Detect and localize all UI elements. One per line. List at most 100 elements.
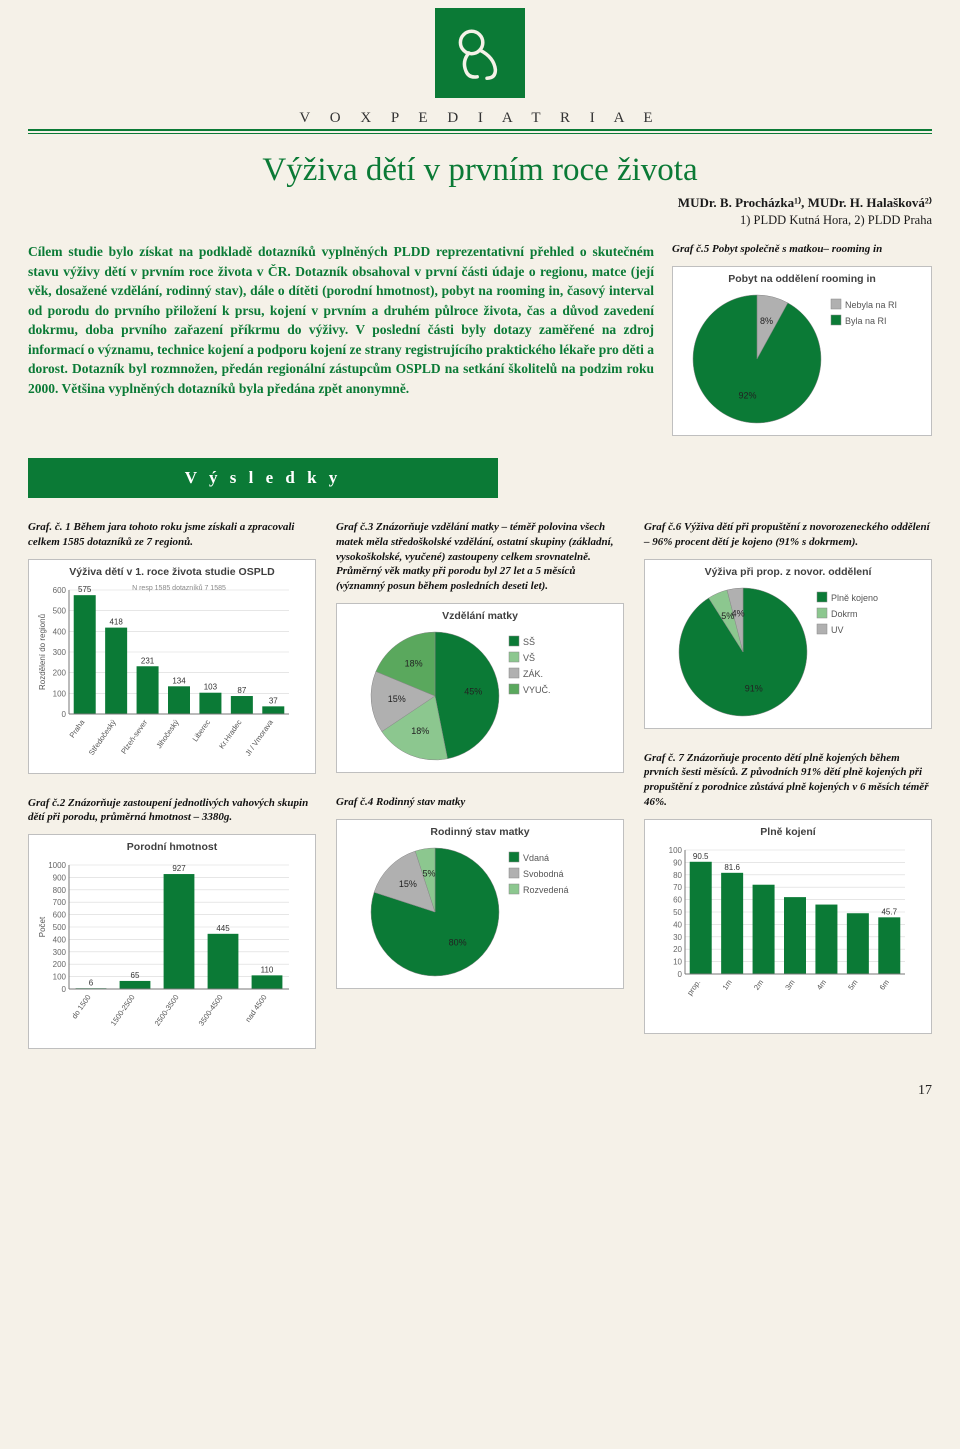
svg-text:500: 500: [53, 606, 67, 615]
chart6-box: Výživa při prop. z novor. oddělení 91%5%…: [644, 559, 932, 729]
chart7-box: Plně kojení 010203040506070809010090.5pr…: [644, 819, 932, 1034]
svg-text:90.5: 90.5: [693, 852, 709, 861]
svg-text:200: 200: [53, 960, 67, 969]
svg-text:Počet: Počet: [38, 916, 47, 937]
svg-text:Vdaná: Vdaná: [523, 853, 549, 863]
svg-text:103: 103: [204, 682, 218, 691]
chart6-pie: 91%5%4%Plně kojenoDokrmUV: [651, 582, 925, 722]
svg-text:45.7: 45.7: [881, 907, 897, 916]
svg-text:100: 100: [669, 846, 683, 855]
svg-text:N resp 1585 dotazníků 7 1585: N resp 1585 dotazníků 7 1585: [132, 584, 226, 592]
svg-text:0: 0: [678, 970, 683, 979]
logo-container: [28, 0, 932, 98]
svg-text:100: 100: [53, 973, 67, 982]
chart1-box: Výživa dětí v 1. roce života studie OSPL…: [28, 559, 316, 774]
svg-text:600: 600: [53, 911, 67, 920]
chart4-pie: 80%15%5%VdanáSvobodnáRozvedená: [343, 842, 617, 982]
svg-text:900: 900: [53, 874, 67, 883]
svg-text:445: 445: [216, 924, 230, 933]
svg-text:Rozvedená: Rozvedená: [523, 885, 569, 895]
chart3-box: Vzdělání matky 45%18%15%18%SŠVŠZÁK.VYUČ.: [336, 603, 624, 773]
svg-text:1000: 1000: [48, 861, 66, 870]
chart3-title: Vzdělání matky: [343, 610, 617, 622]
svg-text:927: 927: [172, 864, 186, 873]
byline: MUDr. B. Procházka¹⁾, MUDr. H. Halašková…: [28, 195, 932, 211]
svg-text:90: 90: [673, 858, 682, 867]
svg-text:91%: 91%: [745, 683, 763, 693]
svg-text:Rozdělení do regionů: Rozdělení do regionů: [38, 614, 47, 690]
svg-text:ZÁK.: ZÁK.: [523, 669, 543, 679]
svg-text:87: 87: [237, 686, 246, 695]
svg-text:300: 300: [53, 648, 67, 657]
chart1-block: Graf. č. 1 Během jara tohoto roku jsme z…: [28, 520, 316, 774]
svg-text:700: 700: [53, 898, 67, 907]
chart7-block: Graf č. 7 Znázorňuje procento dětí plně …: [644, 751, 932, 1034]
chart6-block: Graf č.6 Výživa dětí při propuštění z no…: [644, 520, 932, 729]
svg-text:65: 65: [131, 971, 140, 980]
svg-text:SŠ: SŠ: [523, 637, 535, 647]
chart1-title: Výživa dětí v 1. roce života studie OSPL…: [35, 566, 309, 578]
chart7-bar: 010203040506070809010090.5prop.81.61m2m3…: [651, 842, 925, 1027]
svg-text:30: 30: [673, 933, 682, 942]
svg-text:5%: 5%: [422, 868, 435, 878]
svg-text:231: 231: [141, 656, 155, 665]
svg-text:500: 500: [53, 923, 67, 932]
journal-logo: [435, 8, 525, 98]
svg-text:200: 200: [53, 668, 67, 677]
svg-text:70: 70: [673, 883, 682, 892]
chart2-block: Graf č.2 Znázorňuje zastoupení jednotliv…: [28, 796, 316, 1050]
chart4-box: Rodinný stav matky 80%15%5%VdanáSvobodná…: [336, 819, 624, 989]
svg-text:VŠ: VŠ: [523, 653, 535, 663]
svg-text:80: 80: [673, 871, 682, 880]
chart2-title: Porodní hmotnost: [35, 841, 309, 853]
svg-text:Plně kojeno: Plně kojeno: [831, 593, 878, 603]
chart2-box: Porodní hmotnost 01002003004005006007008…: [28, 834, 316, 1049]
chart3-pie: 45%18%15%18%SŠVŠZÁK.VYUČ.: [343, 626, 617, 766]
chart1-caption: Graf. č. 1 Během jara tohoto roku jsme z…: [28, 520, 316, 550]
chart5-pie: 8%92%Nebyla na RIByla na RI: [679, 289, 925, 429]
svg-text:60: 60: [673, 896, 682, 905]
svg-text:37: 37: [269, 696, 278, 705]
svg-text:92%: 92%: [738, 390, 756, 400]
svg-text:400: 400: [53, 627, 67, 636]
chart6-caption: Graf č.6 Výživa dětí při propuštění z no…: [644, 520, 932, 550]
journal-strap: V O X P E D I A T R I A E: [28, 110, 932, 127]
svg-text:Nebyla na RI: Nebyla na RI: [845, 300, 897, 310]
chart5-box: Pobyt na oddělení rooming in 8%92%Nebyla…: [672, 266, 932, 436]
chart1-bar: 0100200300400500600Rozdělení do regionů5…: [35, 582, 309, 767]
svg-text:81.6: 81.6: [724, 863, 740, 872]
svg-text:15%: 15%: [388, 694, 406, 704]
svg-text:Byla na RI: Byla na RI: [845, 316, 887, 326]
affiliation: 1) PLDD Kutná Hora, 2) PLDD Praha: [28, 213, 932, 228]
chart5-block: Graf č.5 Pobyt společně s matkou– roomin…: [672, 242, 932, 436]
chart4-block: Graf č.4 Rodinný stav matky Rodinný stav…: [336, 795, 624, 989]
chart4-caption: Graf č.4 Rodinný stav matky: [336, 795, 624, 810]
chart7-caption: Graf č. 7 Znázorňuje procento dětí plně …: [644, 751, 932, 810]
svg-text:100: 100: [53, 689, 67, 698]
chart4-title: Rodinný stav matky: [343, 826, 617, 838]
svg-text:Svobodná: Svobodná: [523, 869, 564, 879]
page-number: 17: [28, 1083, 932, 1099]
svg-text:110: 110: [261, 966, 274, 975]
chart5-title: Pobyt na oddělení rooming in: [679, 273, 925, 285]
chart5-caption: Graf č.5 Pobyt společně s matkou– roomin…: [672, 242, 932, 257]
chart6-title: Výživa při prop. z novor. oddělení: [651, 566, 925, 578]
svg-text:400: 400: [53, 936, 67, 945]
chart2-caption: Graf č.2 Znázorňuje zastoupení jednotliv…: [28, 796, 316, 826]
svg-text:418: 418: [109, 617, 123, 626]
svg-text:80%: 80%: [449, 937, 467, 947]
svg-text:134: 134: [172, 676, 186, 685]
svg-text:0: 0: [62, 710, 67, 719]
svg-text:4%: 4%: [732, 608, 745, 618]
chart3-block: Graf č.3 Znázorňuje vzdělání matky – tém…: [336, 520, 624, 773]
svg-text:50: 50: [673, 908, 682, 917]
svg-text:18%: 18%: [405, 659, 423, 669]
svg-text:40: 40: [673, 920, 682, 929]
chart3-caption: Graf č.3 Znázorňuje vzdělání matky – tém…: [336, 520, 624, 594]
svg-text:45%: 45%: [464, 687, 482, 697]
results-heading: V ý s l e d k y: [28, 458, 498, 498]
article-title: Výživa dětí v prvním roce života: [28, 152, 932, 189]
chart2-bar: 01002003004005006007008009001000Počet6do…: [35, 857, 309, 1042]
svg-text:Dokrm: Dokrm: [831, 609, 858, 619]
svg-text:UV: UV: [831, 625, 844, 635]
